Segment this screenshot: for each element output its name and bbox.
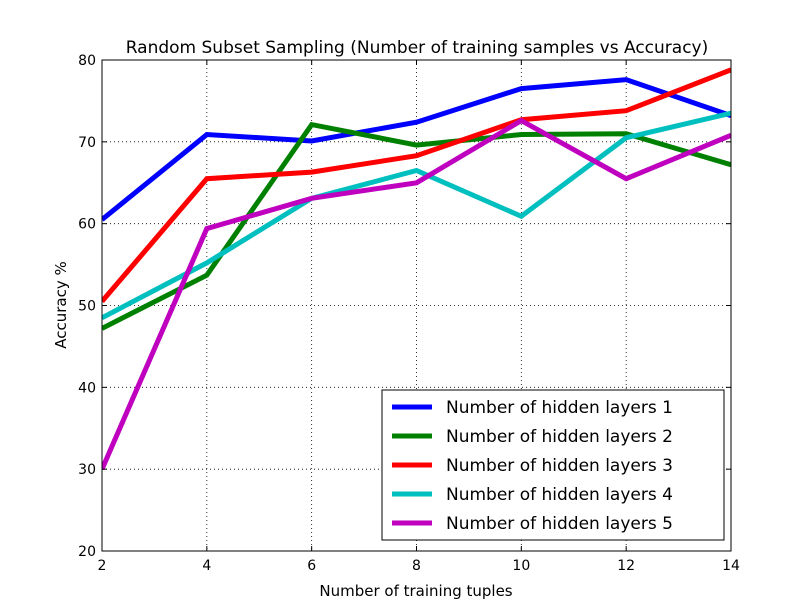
axis-ticks: 2 4 6 8 10 12 14 20 30 40 50 60 70 80 <box>78 53 740 574</box>
series-lines <box>102 67 731 471</box>
y-tick-label: 70 <box>78 135 96 151</box>
y-tick-label: 60 <box>78 217 96 233</box>
y-tick-label: 50 <box>78 299 96 315</box>
legend-label-3: Number of hidden layers 3 <box>446 456 673 476</box>
series-line-4 <box>102 110 731 321</box>
series-line-3 <box>102 67 731 304</box>
y-tick-label: 40 <box>78 380 96 396</box>
y-tick-label: 30 <box>78 462 96 478</box>
x-tick-label: 10 <box>512 558 530 574</box>
legend-box <box>381 389 725 541</box>
legend-label-5: Number of hidden layers 5 <box>446 514 673 534</box>
series-line-5 <box>102 117 731 471</box>
legend: Number of hidden layers 1 Number of hidde… <box>381 389 725 541</box>
x-axis-title: Number of training tuples <box>319 582 512 600</box>
x-tick-label: 4 <box>202 558 211 574</box>
x-tick-label: 2 <box>98 558 107 574</box>
legend-label-2: Number of hidden layers 2 <box>446 427 673 447</box>
y-tick-label: 20 <box>78 544 96 560</box>
series-line-1 <box>102 77 731 222</box>
series-line-2 <box>102 121 731 331</box>
x-tick-label: 12 <box>617 558 635 574</box>
y-axis-title: Accuracy % <box>52 261 70 349</box>
x-tick-label: 6 <box>307 558 316 574</box>
legend-label-1: Number of hidden layers 1 <box>446 398 673 418</box>
y-tick-label: 80 <box>78 53 96 69</box>
x-tick-label: 14 <box>722 558 740 574</box>
legend-label-4: Number of hidden layers 4 <box>446 485 673 505</box>
chart-title: Random Subset Sampling (Number of traini… <box>126 38 709 58</box>
x-tick-label: 8 <box>412 558 421 574</box>
